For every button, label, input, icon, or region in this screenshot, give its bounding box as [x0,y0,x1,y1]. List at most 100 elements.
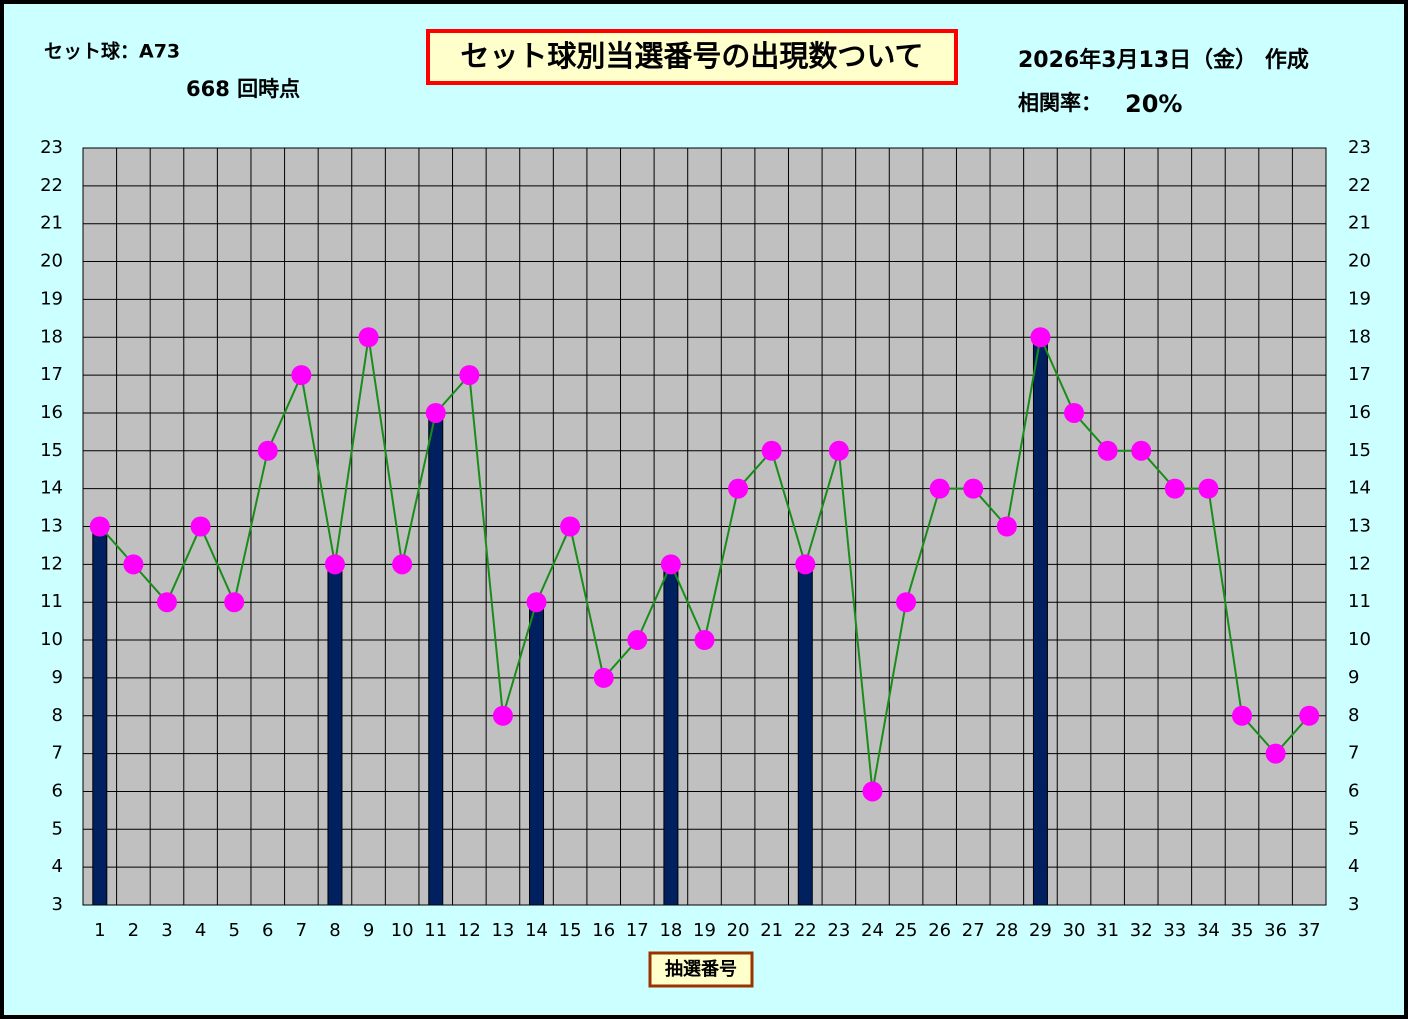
y-tick-label: 10 [40,629,63,650]
x-tick-label: 33 [1163,920,1186,941]
bar [1032,336,1048,906]
marker [1265,743,1286,764]
y-tick-label: 7 [52,743,63,764]
marker [459,365,480,386]
marker [492,705,513,726]
marker [862,781,883,802]
x-tick-label: 5 [228,920,239,941]
y2-tick-label: 18 [1348,326,1371,347]
y-tick-label: 19 [40,288,63,309]
y-tick-label: 13 [40,516,63,537]
marker [560,516,581,537]
x-tick-label: 13 [491,920,514,941]
x-tick-label: 26 [928,920,951,941]
x-tick-label: 25 [895,920,918,941]
x-tick-label: 23 [827,920,850,941]
y2-tick-label: 12 [1348,553,1371,574]
y2-tick-label: 23 [1348,137,1371,158]
x-tick-label: 17 [626,920,649,941]
x-axis-label: 抽選番号 [665,958,737,980]
x-tick-label: 15 [559,920,582,941]
y-tick-label: 12 [40,553,63,574]
y-tick-label: 15 [40,440,63,461]
marker [963,478,984,499]
y-tick-label: 21 [40,213,63,234]
marker [190,516,211,537]
marker [896,592,917,613]
marker [627,630,648,651]
x-tick-label: 16 [592,920,615,941]
y2-tick-label: 15 [1348,440,1371,461]
marker [1164,478,1185,499]
y2-tick-label: 13 [1348,516,1371,537]
x-tick-label: 32 [1130,920,1153,941]
marker [694,630,715,651]
marker [123,554,144,575]
marker [660,554,681,575]
bar [529,601,545,906]
y-tick-label: 5 [52,818,63,839]
x-tick-label: 2 [128,920,139,941]
y2-tick-label: 14 [1348,478,1371,499]
bar [663,563,679,906]
y2-tick-label: 17 [1348,364,1371,385]
correlation-value: 20% [1125,90,1182,118]
marker [257,440,278,461]
x-tick-label: 11 [424,920,447,941]
marker [156,592,177,613]
y2-tick-label: 22 [1348,175,1371,196]
y-tick-label: 11 [40,591,63,612]
bar [92,526,108,906]
marker [1030,327,1051,348]
marker [1064,402,1085,423]
marker [1299,705,1320,726]
x-tick-label: 28 [995,920,1018,941]
marker [1198,478,1219,499]
y-tick-label: 4 [52,856,63,877]
y2-tick-label: 21 [1348,213,1371,234]
set-label: セット球：A73 [44,40,180,63]
y2-tick-label: 7 [1348,743,1359,764]
marker [291,365,312,386]
x-tick-label: 37 [1298,920,1321,941]
y-tick-label: 20 [40,251,63,272]
x-tick-label: 10 [391,920,414,941]
x-tick-label: 30 [1063,920,1086,941]
x-tick-label: 24 [861,920,884,941]
bar [797,563,813,906]
y2-tick-label: 20 [1348,251,1371,272]
bar [428,412,444,906]
draw-label: 668 回時点 [186,77,300,101]
marker [324,554,345,575]
x-tick-label: 35 [1231,920,1254,941]
marker [1232,705,1253,726]
x-tick-label: 22 [794,920,817,941]
x-tick-label: 21 [760,920,783,941]
marker [224,592,245,613]
y2-tick-label: 11 [1348,591,1371,612]
marker [996,516,1017,537]
x-tick-label: 14 [525,920,548,941]
x-tick-label: 19 [693,920,716,941]
y2-tick-label: 9 [1348,667,1359,688]
marker [526,592,547,613]
marker [929,478,950,499]
y2-tick-label: 4 [1348,856,1359,877]
y-tick-label: 18 [40,326,63,347]
y-tick-label: 14 [40,478,63,499]
marker [795,554,816,575]
x-tick-label: 4 [195,920,206,941]
x-tick-label: 34 [1197,920,1220,941]
bar [327,563,343,906]
y-tick-label: 6 [52,780,63,801]
x-tick-label: 7 [296,920,307,941]
x-tick-label: 20 [727,920,750,941]
x-tick-label: 31 [1096,920,1119,941]
y-tick-label: 16 [40,402,63,423]
y-tick-label: 8 [52,705,63,726]
x-tick-label: 8 [329,920,340,941]
y2-tick-label: 5 [1348,818,1359,839]
x-tick-label: 18 [659,920,682,941]
marker [728,478,749,499]
y2-tick-label: 6 [1348,780,1359,801]
